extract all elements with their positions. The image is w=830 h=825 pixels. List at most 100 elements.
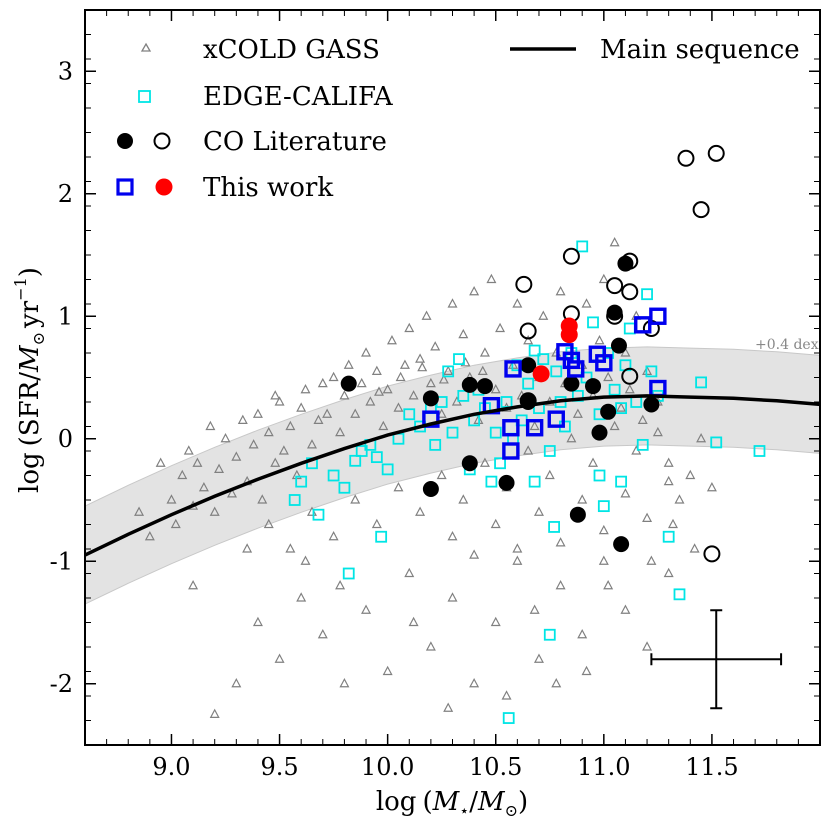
xcold-gass-point — [620, 488, 631, 498]
main-sequence-line — [84, 394, 821, 557]
co-literature-open-point — [621, 252, 639, 270]
xcold-gass-point — [646, 555, 657, 565]
co-literature-open-point — [606, 307, 624, 325]
co-literature-filled-point — [520, 357, 537, 374]
edge-califa-point — [662, 530, 675, 543]
xcold-gass-point — [529, 604, 540, 614]
xcold-gass-point — [663, 567, 674, 578]
xcold-gass-point — [270, 390, 281, 400]
xcold-gass-point — [603, 579, 614, 590]
edge-califa-point — [550, 365, 563, 378]
xcold-gass-point — [205, 420, 216, 431]
xcold-gass-point — [533, 653, 544, 663]
xcold-gass-point — [447, 530, 458, 541]
xcold-gass-point — [242, 543, 253, 553]
xcold-gass-point — [300, 555, 311, 565]
xcold-gass-point — [188, 579, 199, 590]
xcold-gass-point — [263, 518, 274, 529]
xcold-gass-point — [350, 494, 361, 504]
legend-thiswork-square-marker — [116, 178, 134, 196]
xcold-gass-point — [652, 426, 663, 437]
co-literature-open-point — [519, 392, 537, 410]
xcold-gass-point — [490, 383, 501, 394]
xcold-gass-point — [335, 579, 346, 590]
xcold-gass-point — [581, 665, 592, 676]
xcold-gass-point — [443, 702, 454, 712]
error-bar — [650, 609, 783, 710]
xcold-gass-point — [479, 347, 490, 357]
y-tick-label: -2 — [50, 670, 73, 698]
xcold-gass-point — [192, 457, 203, 467]
co-literature-filled-point — [591, 424, 608, 441]
edge-califa-point — [695, 376, 708, 389]
co-literature-open-point — [621, 283, 639, 301]
edge-califa-point — [295, 475, 308, 488]
legend-xcold-marker — [140, 42, 152, 52]
xcold-gass-point — [356, 377, 367, 388]
edge-califa-point — [457, 389, 470, 402]
xcold-gass-point — [436, 469, 447, 480]
xcold-gass-point — [642, 512, 653, 522]
edge-califa-point — [338, 481, 351, 494]
xcold-gass-point — [274, 396, 285, 406]
xcold-gass-point — [512, 555, 523, 565]
co-literature-filled-point — [600, 403, 617, 420]
xcold-gass-point — [339, 390, 350, 400]
xcold-gass-point — [624, 383, 635, 394]
xcold-gass-point — [577, 494, 588, 504]
xcold-gass-point — [170, 518, 181, 529]
main-sequence-curve — [84, 394, 821, 557]
co-literature-filled-point — [610, 337, 627, 354]
this-work-square-point — [502, 419, 520, 437]
edge-califa-point — [502, 712, 515, 724]
co-literature-filled-point — [563, 375, 580, 392]
xcold-gass-point — [566, 432, 577, 443]
xcold-gass-point — [328, 371, 339, 382]
xcold-gass-point — [209, 708, 220, 718]
edge-califa-point — [312, 508, 325, 521]
xcold-gass-point — [598, 273, 609, 284]
xcold-gass-point — [252, 616, 263, 627]
edge-califa-point — [485, 475, 498, 488]
legend-thiswork-circle-marker — [155, 178, 173, 196]
y-tick-label: 0 — [58, 425, 73, 453]
y-tick-label: 3 — [58, 57, 73, 85]
xcold-gass-point — [642, 641, 653, 651]
xcold-gass-point — [544, 469, 555, 480]
xcold-gass-point — [365, 396, 376, 406]
xcold-gass-point — [458, 494, 469, 504]
co-literature-filled-point — [498, 474, 515, 491]
co-literature-filled-point — [340, 375, 357, 392]
xcold-gass-point — [689, 543, 700, 553]
edge-califa-point — [597, 500, 610, 513]
xcold-gass-point — [252, 408, 263, 418]
xcold-gass-point — [523, 445, 534, 455]
xcold-gass-point — [469, 677, 480, 688]
edge-califa-point — [342, 567, 355, 580]
xcold-gass-point — [523, 334, 534, 345]
edge-califa-point — [403, 408, 416, 421]
xcold-gass-point — [270, 457, 281, 467]
xcold-gass-point — [572, 408, 583, 418]
xcold-gass-point — [257, 494, 268, 504]
xcold-gass-point — [313, 414, 324, 424]
xcold-gass-point — [166, 494, 177, 504]
main-sequence-band — [84, 346, 821, 605]
x-tick-label: 9.0 — [152, 753, 190, 781]
xcold-gass-point — [220, 432, 231, 443]
xcold-gass-point — [706, 481, 717, 492]
xcold-gass-point — [598, 555, 609, 565]
xcold-gass-point — [214, 463, 225, 473]
this-work-square-point — [567, 360, 585, 378]
y-tick-label: -1 — [50, 547, 73, 575]
xcold-gass-point — [555, 537, 566, 547]
xcold-gass-point — [183, 445, 194, 455]
co-literature-filled-point — [461, 455, 478, 472]
this-work-square-point — [525, 419, 544, 437]
edge-califa-point — [615, 475, 628, 488]
xcold-gass-point — [685, 469, 696, 480]
co-literature-filled-point — [569, 506, 586, 523]
x-tick-label: 9.5 — [260, 753, 298, 781]
xcold-gass-point — [399, 359, 410, 369]
co-literature-open-point — [707, 144, 725, 162]
